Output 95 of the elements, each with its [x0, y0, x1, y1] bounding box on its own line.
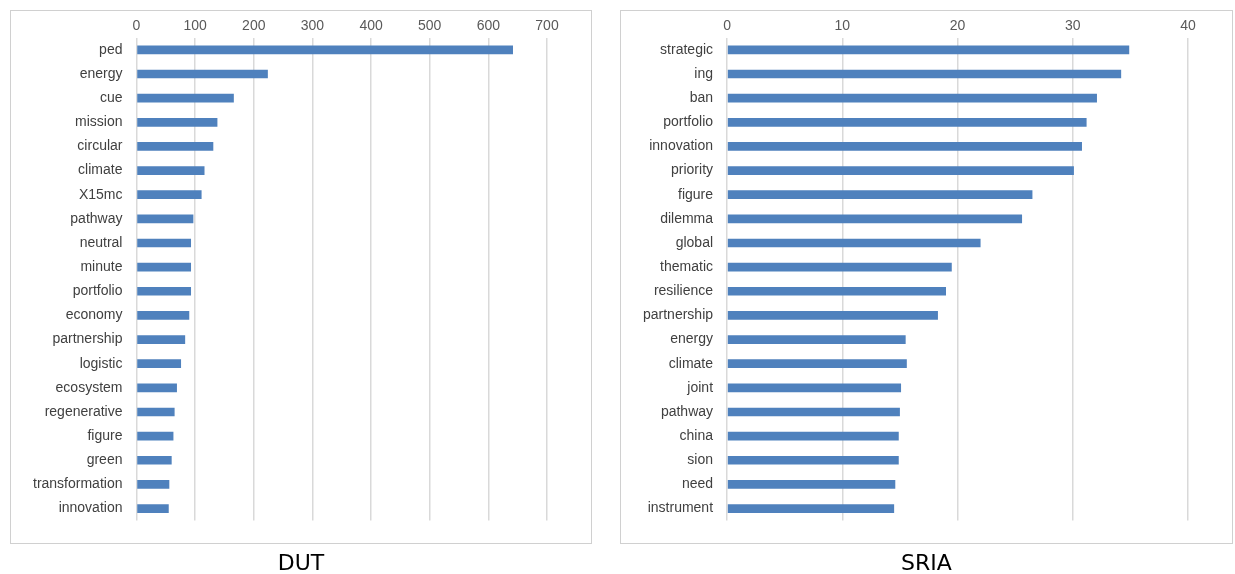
- y-tick-label: strategic: [660, 40, 714, 57]
- y-tick-label: circular: [77, 137, 123, 154]
- y-tick-label: resilience: [653, 282, 714, 299]
- x-tick-label: 20: [949, 17, 966, 34]
- bar: [137, 166, 205, 175]
- bar: [137, 117, 218, 127]
- bar: [727, 166, 1074, 175]
- bar: [727, 69, 1122, 79]
- bar: [137, 214, 194, 224]
- x-tick-label: 30: [1064, 17, 1081, 34]
- x-tick-label: 200: [242, 17, 266, 34]
- y-tick-label: transformation: [33, 475, 123, 492]
- bar: [727, 504, 895, 513]
- bar: [137, 190, 202, 200]
- bar: [727, 262, 952, 272]
- bar: [137, 480, 170, 489]
- x-tick-label: 100: [183, 17, 208, 34]
- y-tick-label: sion: [687, 451, 714, 468]
- bar: [137, 142, 214, 151]
- y-tick-label: portfolio: [72, 282, 123, 299]
- y-tick-label: climate: [668, 354, 714, 371]
- x-tick-label: 400: [359, 17, 383, 34]
- y-tick-label: regenerative: [44, 402, 123, 419]
- bar: [137, 93, 234, 103]
- y-tick-label: china: [679, 426, 714, 443]
- bar: [727, 93, 1097, 103]
- y-tick-label: need: [681, 475, 714, 492]
- bar: [727, 455, 899, 465]
- bar: [727, 45, 1130, 55]
- y-tick-label: priority: [671, 161, 714, 178]
- y-tick-label: ing: [694, 64, 714, 81]
- bar: [727, 359, 907, 369]
- y-tick-label: logistic: [79, 354, 123, 371]
- y-tick-label: X15mc: [78, 185, 123, 202]
- y-tick-label: mission: [75, 113, 123, 130]
- y-tick-label: economy: [65, 306, 123, 323]
- bar: [137, 286, 192, 296]
- y-tick-label: neutral: [79, 233, 123, 250]
- y-tick-label: minute: [80, 257, 123, 274]
- x-tick-label: 0: [723, 17, 732, 34]
- bar: [727, 214, 1023, 224]
- y-tick-label: portfolio: [663, 113, 714, 130]
- bar: [137, 455, 172, 465]
- bar: [727, 311, 938, 320]
- bar: [727, 238, 981, 248]
- y-tick-label: innovation: [649, 137, 714, 154]
- y-tick-label: green: [86, 451, 123, 468]
- y-tick-label: ecosystem: [55, 378, 123, 395]
- y-tick-label: pathway: [70, 209, 123, 226]
- y-tick-label: partnership: [642, 306, 714, 323]
- bar: [727, 383, 902, 393]
- y-tick-label: thematic: [660, 257, 714, 274]
- bar: [727, 117, 1087, 127]
- bar: [137, 431, 174, 441]
- text: DUT: [276, 550, 326, 574]
- y-tick-label: global: [675, 233, 714, 250]
- x-tick-label: 700: [535, 17, 559, 34]
- bar: [137, 359, 182, 369]
- bar: [727, 190, 1033, 200]
- text: SRIA: [900, 550, 953, 574]
- bar: [137, 69, 268, 79]
- y-tick-label: joint: [686, 378, 714, 395]
- y-tick-label: ban: [689, 89, 714, 106]
- y-tick-label: partnership: [52, 330, 123, 347]
- bar: [137, 45, 513, 55]
- bar: [137, 504, 169, 513]
- x-tick-label: 40: [1180, 17, 1196, 34]
- x-tick-label: 0: [132, 17, 141, 34]
- y-tick-label: cue: [99, 89, 123, 106]
- bar: [727, 286, 946, 296]
- bar: [137, 311, 190, 320]
- x-tick-label: 600: [476, 17, 501, 34]
- x-tick-label: 10: [834, 17, 851, 34]
- y-tick-label: energy: [670, 330, 714, 347]
- y-tick-label: figure: [678, 185, 714, 202]
- bar: [727, 431, 899, 441]
- y-tick-label: ped: [99, 40, 123, 57]
- bar: [727, 480, 896, 489]
- bar: [137, 238, 192, 248]
- x-tick-label: 300: [300, 17, 325, 34]
- x-tick-label: 500: [418, 17, 442, 34]
- y-tick-label: figure: [87, 426, 123, 443]
- y-tick-label: innovation: [58, 499, 123, 516]
- y-tick-label: pathway: [660, 402, 714, 419]
- bar: [727, 335, 906, 344]
- bar: [727, 142, 1082, 151]
- y-tick-label: instrument: [647, 499, 714, 516]
- bar: [137, 262, 192, 272]
- y-tick-label: climate: [78, 161, 123, 178]
- y-tick-label: energy: [79, 64, 123, 81]
- bar: [137, 335, 186, 344]
- y-tick-label: dilemma: [660, 209, 714, 226]
- bar: [727, 407, 900, 417]
- bar: [137, 383, 177, 393]
- bar: [137, 407, 175, 417]
